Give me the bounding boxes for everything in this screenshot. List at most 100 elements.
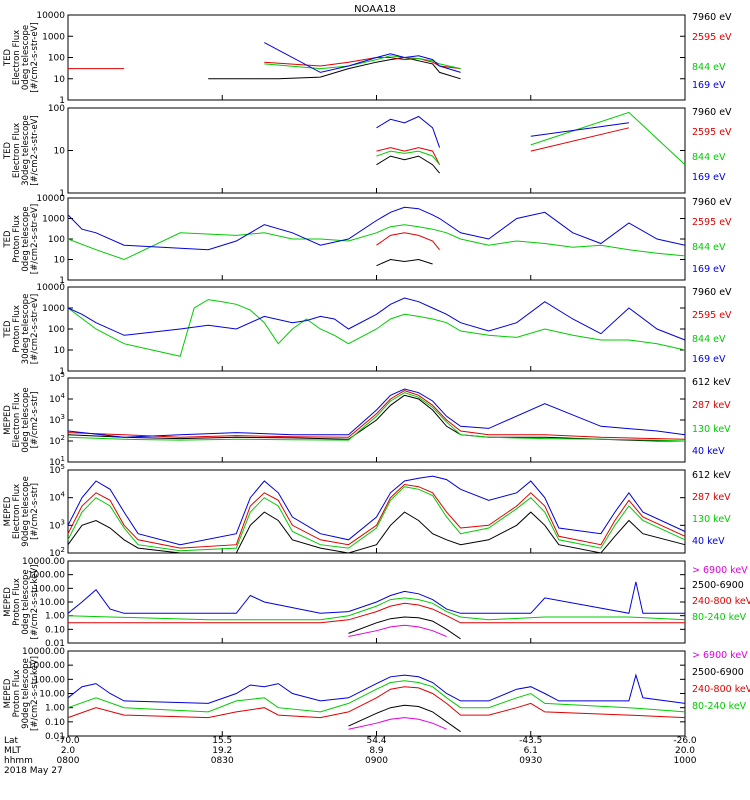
plot-frame [67, 107, 686, 194]
y-axis-label: TED Proton Flux 30deg telescope [#/cm2-s-st… [3, 294, 40, 365]
series-line [376, 155, 440, 174]
legend-entry: 240-800 keV [692, 684, 750, 695]
series-line [67, 224, 686, 261]
legend-entry: 844 eV [692, 62, 726, 73]
legend-entry: 7960 eV [692, 287, 732, 298]
y-axis-label: MEPED Electron Flux 0deg telescope [#/cm2-s… [3, 387, 40, 452]
y-tick-label: 1.00 [45, 612, 65, 622]
y-axis-label: MEPED Proton Flux 90deg telescope [#/cm2-s-… [3, 656, 40, 731]
legend-entry: 7960 eV [692, 197, 732, 208]
series-line [67, 680, 686, 713]
y-label-line: TED [3, 320, 13, 339]
legend-entry: 844 eV [692, 242, 726, 253]
y-tick-label: 1000.00 [28, 571, 65, 581]
axis-tick-label: 1000 [674, 756, 697, 766]
y-label-line: 0deg telescope [21, 206, 31, 271]
y-label-line: [#/cm2-s-str-eV] [30, 22, 40, 92]
series-line [348, 717, 447, 730]
y-label-line: Electron Flux [12, 484, 22, 539]
legend-entry: 2595 eV [692, 127, 732, 138]
y-label-line: MEPED [3, 496, 13, 526]
y-tick-label: 103 [49, 518, 65, 531]
y-tick-label: 10000.00 [22, 647, 65, 657]
series-line [67, 511, 686, 554]
series-line [67, 486, 686, 552]
axis-tick-label: 19.2 [212, 746, 232, 756]
legend-entry: 2595 eV [692, 32, 732, 43]
y-label-line: MEPED [3, 587, 13, 617]
legend-entry: 130 keV [692, 514, 731, 525]
legend-entry: 169 eV [692, 172, 726, 183]
y-label-line: Electron Flux [12, 123, 22, 178]
legend-entry: 30-80 keV [692, 0, 741, 3]
y-tick-label: 10 [54, 147, 66, 157]
series-line [67, 206, 686, 251]
y-tick-label: 1 [59, 96, 65, 106]
y-label-line: [#/cm2-s-str] [30, 392, 40, 449]
series-line [67, 673, 686, 704]
legend-entry: 7960 eV [692, 12, 732, 23]
plot-frame [67, 469, 686, 554]
axis-tick-label: 8.9 [369, 746, 384, 756]
legend-entry: 40 keV [692, 446, 725, 457]
series-line [67, 390, 686, 440]
y-label-line: [#/cm2-s-str-keV] [30, 656, 40, 731]
y-tick-label: 10 [54, 256, 66, 266]
axis-row-label: Lat [4, 736, 19, 746]
y-axis-label: TED Proton Flux 0deg telescope [#/cm2-s-str… [3, 204, 40, 274]
y-tick-label: 1 [59, 276, 65, 286]
y-tick-label: 1000.00 [28, 661, 65, 671]
chart-title: NOAA18 [354, 4, 396, 15]
series-line [67, 297, 686, 341]
y-tick-label: 10.00 [39, 598, 65, 608]
y-label-line: [#/cm2-s-str-keV] [30, 565, 40, 640]
y-axis-label: MEPED Proton Flux 0deg telescope [#/cm2-s-s… [3, 565, 40, 640]
series-line [67, 483, 686, 549]
panels: 1 10 100 1000 10000 TED Electron Flux 0deg tele… [3, 0, 750, 742]
legend-entry: 240-800 keV [692, 596, 750, 607]
y-tick-label: 10000 [36, 11, 65, 21]
date-label: 2018 May 27 [4, 766, 63, 776]
axis-tick-label: 0930 [519, 756, 542, 766]
series-line [264, 42, 461, 73]
axis-tick-label: 2.0 [61, 746, 76, 756]
series-line [67, 581, 685, 614]
y-tick-label: 10 [54, 75, 66, 85]
axis-tick-label: 15.5 [212, 736, 232, 746]
legend-entry: 2595 eV [692, 217, 732, 228]
y-label-line: 30deg telescope [21, 294, 31, 365]
legend-entry: 80-240 keV [692, 701, 747, 712]
y-label-line: [#/cm2-s-str] [30, 483, 40, 540]
y-tick-label: 100 [48, 325, 65, 335]
y-tick-label: 10000 [36, 283, 65, 293]
y-tick-label: 0.10 [45, 718, 65, 728]
y-label-line: 90deg telescope [21, 476, 31, 547]
y-axis-label: TED Electron Flux 30deg telescope [#/cm2-s-… [3, 115, 40, 186]
axis-tick-label: 0800 [57, 756, 80, 766]
axis-tick-label: 0900 [365, 756, 388, 766]
series-line [68, 602, 685, 624]
axis-tick-label: 6.1 [524, 746, 538, 756]
y-tick-label: 1 [59, 189, 65, 199]
y-label-line: Proton Flux [12, 215, 22, 263]
time-axis: Lat -70.0 15.5 54.4 -43.5 -26.0 MLT 2.0 19.2 8.9 6… [4, 736, 697, 776]
series-line [376, 111, 686, 166]
series-line [376, 258, 433, 267]
legend-entry: 287 keV [692, 492, 731, 503]
axis-tick-label: -70.0 [56, 736, 80, 746]
y-tick-label: 1 [59, 367, 65, 377]
y-tick-label: 1000 [42, 215, 65, 225]
y-label-line: MEPED [3, 405, 13, 435]
y-tick-label: 100 [48, 54, 65, 64]
legend-entry: 612 keV [692, 377, 731, 388]
axis-tick-label: -26.0 [673, 736, 697, 746]
y-tick-label: 100.00 [34, 584, 66, 594]
y-tick-label: 1.00 [45, 704, 65, 714]
y-tick-label: 104 [49, 491, 65, 504]
legend-entry: > 6900 keV [692, 565, 748, 576]
legend-entry: 844 eV [692, 152, 726, 163]
